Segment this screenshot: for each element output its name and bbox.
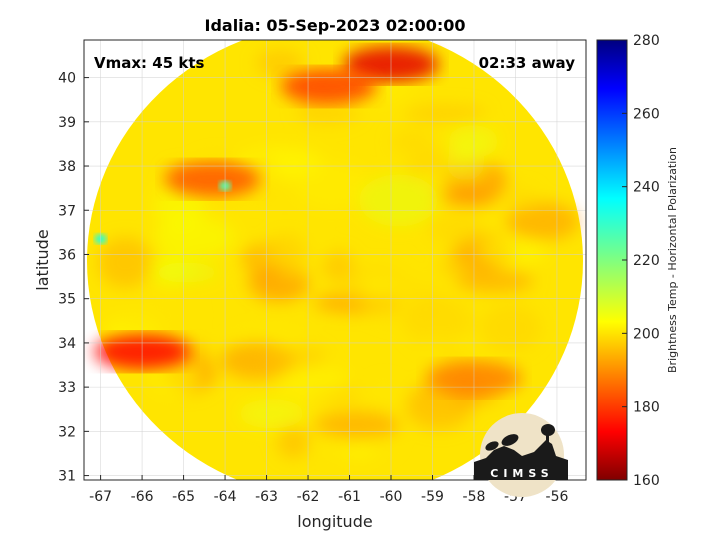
texture-blob [151, 361, 201, 393]
texture-blob [439, 187, 494, 207]
texture-blob [97, 237, 154, 288]
texture-blob [404, 105, 487, 122]
logo-dish-icon [501, 434, 519, 446]
logo-text: CIMSS [490, 467, 553, 480]
x-tick-label: -63 [255, 489, 278, 505]
colorbar-tick-label: 180 [633, 400, 660, 416]
x-tick-label: -60 [380, 489, 403, 505]
texture-blob [455, 270, 535, 292]
figure-title: Idalia: 05-Sep-2023 02:00:00 [204, 16, 465, 35]
y-tick-label: 31 [58, 469, 76, 485]
y-tick-label: 35 [58, 292, 76, 308]
x-tick-label: -67 [89, 489, 112, 505]
y-tick-label: 36 [58, 247, 76, 263]
colorbar-label: Brightness Temp - Horizontal Polarizatio… [666, 147, 679, 373]
x-tick-label: -62 [297, 489, 320, 505]
y-tick-label: 33 [58, 380, 76, 396]
texture-blob [446, 147, 485, 181]
logo-silhouette [474, 440, 568, 480]
x-tick-label: -61 [338, 489, 361, 505]
colorbar-tick-label: 220 [633, 253, 660, 269]
texture-blob [426, 212, 485, 244]
grid-lines [84, 40, 586, 480]
logo-tank-icon [541, 424, 555, 436]
texture-blob [294, 161, 369, 209]
y-tick-label: 34 [58, 336, 76, 352]
y-tick-label: 39 [58, 115, 76, 131]
y-tick-label: 40 [58, 71, 76, 87]
plot-frame [83, 39, 587, 481]
texture-blob [276, 424, 310, 459]
texture-blob [321, 251, 355, 282]
colorbar-ticks: 160 180 200 220 240 260 280 [622, 33, 660, 489]
logo-dish-icon-small [485, 441, 499, 451]
feature-cold-north [280, 68, 377, 105]
texture-blob [480, 303, 542, 353]
y-tick-label: 37 [58, 203, 76, 219]
colorbar-tick-label: 280 [633, 33, 660, 49]
texture-blob [238, 398, 305, 429]
x-tick-label: -58 [463, 489, 486, 505]
texture-blob [275, 364, 348, 399]
time-away-label: 02:33 away [479, 54, 576, 72]
x-tick-label: -65 [172, 489, 195, 505]
logo-tower-icon [546, 428, 549, 448]
x-axis-ticks: -67 -66 -65 -64 -63 -62 -61 -60 -59 -58 -57 -56 [89, 475, 568, 505]
texture-blob [390, 129, 435, 155]
vmax-label: Vmax: 45 kts [94, 54, 204, 72]
y-tick-label: 38 [58, 159, 76, 175]
brightness-temp-swath [87, 40, 583, 480]
texture-blob [478, 239, 548, 262]
y-tick-label: 32 [58, 424, 76, 440]
colorbar-tick-label: 260 [633, 106, 660, 122]
colorbar-tick-label: 240 [633, 180, 660, 196]
x-tick-label: -64 [214, 489, 237, 505]
texture-blob [255, 48, 304, 77]
texture-blob [264, 345, 327, 369]
texture-blob [153, 262, 220, 283]
colorbar-tick-label: 200 [633, 326, 660, 342]
feature-cold-west-band [164, 161, 261, 198]
texture-blob [314, 410, 400, 441]
texture-blob [506, 201, 580, 241]
texture-blob [359, 174, 438, 227]
x-tick-label: -59 [421, 489, 444, 505]
y-axis-ticks: 31 32 33 34 35 36 37 38 39 40 [58, 71, 89, 485]
texture-blob [267, 232, 305, 266]
y-axis-label: latitude [33, 229, 52, 290]
cimss-logo: CIMSS [474, 413, 568, 497]
x-tick-label: -56 [546, 489, 569, 505]
texture-blob [404, 296, 473, 348]
texture-blob [504, 186, 538, 211]
x-axis-label: longitude [297, 512, 372, 531]
texture-blob [112, 294, 197, 337]
x-tick-label: -66 [131, 489, 154, 505]
colorbar-tick-label: 160 [633, 473, 660, 489]
